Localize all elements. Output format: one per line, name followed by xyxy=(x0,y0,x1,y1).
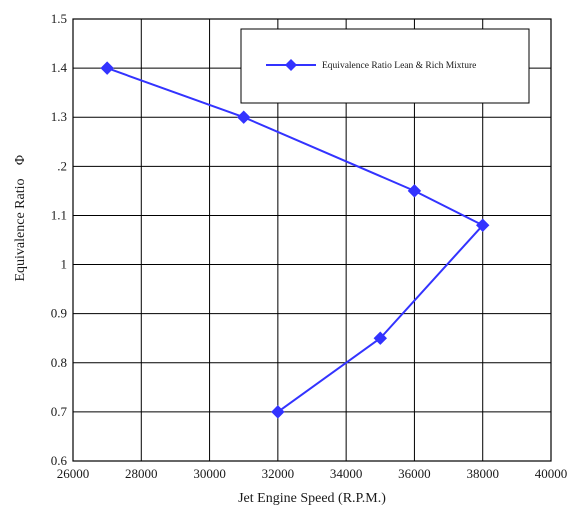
series-layer xyxy=(100,61,490,419)
y-tick-label: 1.1 xyxy=(51,207,67,222)
x-tick-label: 26000 xyxy=(57,466,90,481)
legend-box xyxy=(240,28,530,104)
x-tick-label: 28000 xyxy=(125,466,158,481)
x-tick-label: 36000 xyxy=(398,466,431,481)
legend-diamond-marker xyxy=(285,59,297,71)
data-point-marker xyxy=(237,110,251,124)
x-tick-label: 32000 xyxy=(262,466,295,481)
x-axis-ticks: 26000 28000 30000 32000 34000 36000 38000 40000 xyxy=(57,466,568,481)
x-tick-label: 30000 xyxy=(193,466,226,481)
y-tick-label: 1.3 xyxy=(51,109,67,124)
x-tick-label: 40000 xyxy=(535,466,568,481)
y-tick-label: 1.4 xyxy=(51,60,68,75)
plot-frame xyxy=(72,18,552,462)
data-point-marker xyxy=(407,184,422,198)
y-tick-label: 1 xyxy=(61,257,68,272)
data-point-marker xyxy=(476,218,490,232)
data-point-marker xyxy=(271,405,285,419)
legend: Equivalence Ratio Lean & Rich Mixture xyxy=(240,28,530,104)
y-axis-symbol: Φ xyxy=(13,155,28,165)
x-axis-title: Jet Engine Speed (R.P.M.) xyxy=(238,491,386,506)
y-tick-label: 1.5 xyxy=(51,11,67,26)
y-tick-label: 0.9 xyxy=(51,306,67,321)
y-axis-title-group: Equivalence Ratio xyxy=(13,178,28,281)
data-point-marker xyxy=(100,61,114,75)
x-tick-label: 38000 xyxy=(466,466,499,481)
data-point-marker xyxy=(373,331,387,345)
y-tick-label: .2 xyxy=(57,158,67,173)
y-tick-label: 0.7 xyxy=(51,404,68,419)
series-line xyxy=(106,67,484,413)
y-tick-label: 0.6 xyxy=(51,453,68,468)
y-tick-label: 0.8 xyxy=(51,355,67,370)
y-axis-title: Equivalence Ratio xyxy=(13,178,28,281)
x-tick-label: 34000 xyxy=(330,466,363,481)
y-axis-ticks: 0.6 0.7 0.8 0.9 1 1.1 .2 1.3 1.4 1.5 xyxy=(51,11,68,468)
legend-entry-label: Equivalence Ratio Lean & Rich Mixture xyxy=(322,61,476,71)
y-axis-symbol-group: Φ xyxy=(13,155,28,165)
